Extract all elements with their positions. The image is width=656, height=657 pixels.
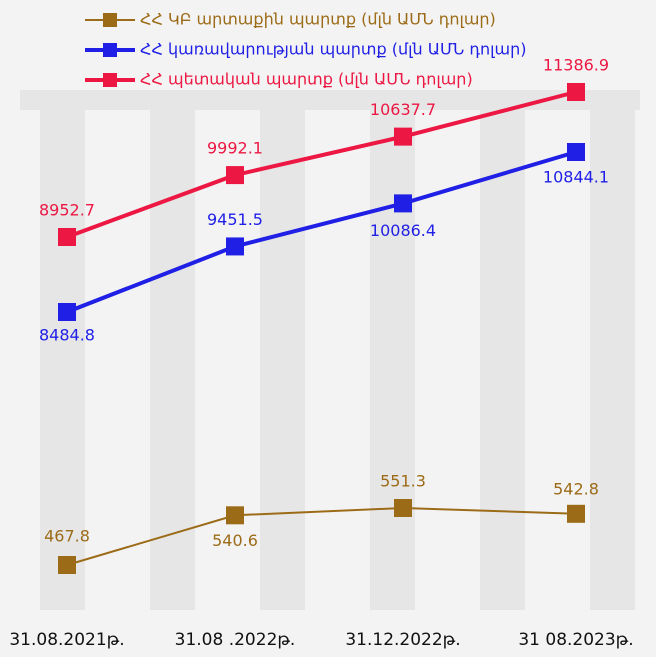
- point-marker: [567, 83, 585, 101]
- data-label: 9992.1: [207, 139, 263, 158]
- x-tick-label: 31.12.2022թ.: [345, 630, 460, 650]
- point-marker: [58, 556, 76, 574]
- data-label: 467.8: [44, 527, 90, 546]
- data-label: 542.8: [553, 479, 599, 498]
- x-tick-label: 31 08.2023թ.: [518, 630, 633, 650]
- legend-label: ՀՀ ԿԲ արտաքին պարտք (մլն ԱՄՆ դոլար): [140, 10, 496, 29]
- point-marker: [394, 499, 412, 517]
- series-line: [66, 150, 577, 314]
- data-label: 10844.1: [543, 168, 609, 187]
- legend-label: ՀՀ պետական պարտք (մլն ԱՄՆ դոլար): [140, 70, 473, 89]
- x-tick-label: 31.08 .2022թ.: [175, 630, 296, 650]
- data-label: 8484.8: [39, 326, 95, 345]
- point-marker: [226, 237, 244, 256]
- point-marker: [394, 127, 412, 146]
- data-label: 9451.5: [207, 210, 263, 229]
- point-marker: [226, 506, 244, 525]
- legend-marker: [103, 43, 117, 57]
- background-columns: [20, 90, 640, 610]
- point-marker: [58, 303, 76, 321]
- data-label: 10086.4: [370, 221, 436, 240]
- data-label: 8952.7: [39, 201, 95, 220]
- data-label: 540.6: [212, 531, 258, 550]
- point-marker: [394, 194, 412, 213]
- data-label: 11386.9: [543, 56, 609, 75]
- legend-marker: [103, 13, 117, 27]
- data-label: 551.3: [380, 472, 426, 491]
- legend-marker: [103, 73, 117, 87]
- point-marker: [226, 166, 244, 185]
- point-marker: [58, 228, 76, 246]
- series-line: [66, 506, 577, 566]
- point-marker: [567, 143, 585, 161]
- x-tick-label: 31.08.2021թ.: [9, 630, 124, 650]
- legend-label: ՀՀ կառավարության պարտք (մլն ԱՄՆ դոլար): [140, 40, 526, 59]
- point-marker: [567, 504, 585, 523]
- series-line: [66, 90, 577, 239]
- data-label: 10637.7: [370, 100, 436, 119]
